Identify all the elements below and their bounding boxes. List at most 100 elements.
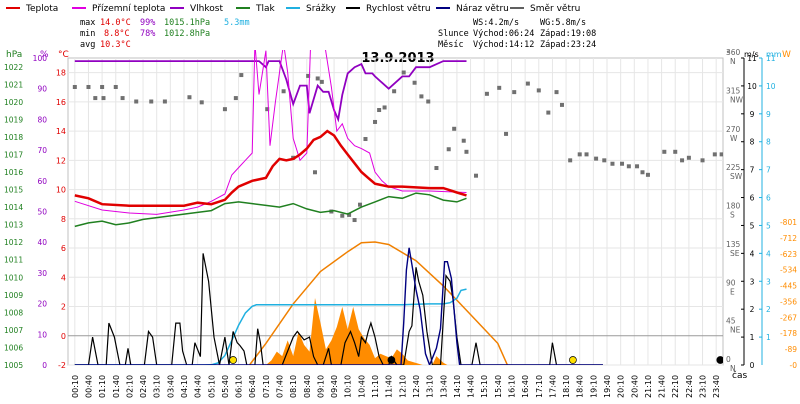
series-vlhkost [74, 60, 467, 123]
w-tick-label: -623 [780, 250, 797, 259]
x-tick-label: 13:40 [439, 375, 448, 398]
direction-label: W [730, 134, 738, 143]
series [72, 50, 723, 365]
x-tick-label: 09:40 [330, 375, 339, 398]
hpa-tick-label: 1019 [4, 115, 23, 124]
ms-tick-label: 10 [747, 82, 757, 91]
wind-direction-point [546, 110, 551, 115]
legend: Teplota Přízemní teplota Vlhkost Tlak Sr… [6, 4, 580, 14]
stat-min-hum: 78% [140, 29, 155, 39]
legend-label: Tlak [255, 4, 276, 14]
pct-tick-label: 60 [37, 177, 47, 186]
series-teplota [74, 129, 467, 207]
wind-direction-point [584, 152, 589, 157]
wind-direction-point [373, 119, 378, 124]
hpa-tick-label: 1010 [4, 273, 23, 282]
degree-tick-label: 270 [726, 125, 741, 134]
hpa-tick-label: 1012 [4, 238, 23, 247]
legend-label: Přízemní teplota [92, 4, 165, 14]
stat-min-press: 1012.8hPa [164, 29, 210, 39]
wind-direction-point [504, 131, 509, 136]
x-tick-label: 11:10 [371, 375, 380, 398]
stat-max-press: 1015.1hPa [164, 18, 210, 28]
celsius-tick-label: 12 [56, 156, 66, 165]
pct-tick-label: 30 [37, 269, 47, 278]
pct-tick-label: 90 [37, 85, 47, 94]
x-tick-label: 18:10 [562, 375, 571, 398]
celsius-tick-label: 16 [56, 98, 66, 107]
x-tick-label: 14:40 [467, 375, 476, 398]
mm-tick-label: 6 [766, 194, 771, 203]
wind-direction-point [626, 164, 631, 169]
axis-unit-celsius: °C [58, 50, 69, 60]
wind-direction-point [620, 161, 625, 166]
series-prizemni-teplota [74, 50, 467, 215]
pct-tick-label: 50 [37, 208, 47, 217]
hpa-tick-label: 1016 [4, 168, 23, 177]
wind-speed-summary: WS:4.2m/s [473, 18, 519, 28]
celsius-tick-label: 18 [56, 69, 66, 78]
ms-tick-label: 6 [750, 194, 755, 203]
x-tick-label: 01:40 [112, 375, 121, 398]
w-tick-label: -445 [780, 282, 797, 291]
wind-direction-point [312, 170, 317, 175]
wind-gust-summary: WG:5.8m/s [540, 18, 586, 28]
wind-direction-point [222, 107, 227, 112]
wind-direction-point [86, 84, 91, 89]
wind-direction-point [635, 164, 640, 169]
pct-tick-label: 80 [37, 115, 47, 124]
stat-max-temp: 14.0°C [100, 18, 131, 28]
legend-label: Směr větru [530, 4, 580, 14]
x-tick-label: 00:10 [71, 375, 80, 398]
mm-tick-label: 8 [766, 138, 771, 147]
x-tick-label: 18:40 [576, 375, 585, 398]
x-tick-label: 02:10 [125, 375, 134, 398]
w-tick-label: -356 [780, 297, 797, 306]
celsius-tick-label: 8 [61, 215, 66, 224]
sun-label: Slunce [438, 29, 469, 39]
legend-label: Vlhkost [190, 4, 223, 14]
w-tick-label: -534 [780, 266, 797, 275]
pct-tick-label: 0 [42, 361, 47, 370]
x-tick-label: 14:10 [453, 375, 462, 398]
wind-direction-point [577, 152, 582, 157]
wind-direction-point [134, 99, 139, 104]
x-axis-unit: čas [732, 370, 747, 381]
celsius-tick-label: -2 [58, 361, 66, 370]
x-tick-label: 05:10 [207, 375, 216, 398]
x-tick-label: 03:10 [153, 375, 162, 398]
legend-item-prizemni-teplota: Přízemní teplota [72, 4, 165, 14]
x-tick-label: 20:10 [617, 375, 626, 398]
axis-unit-degrees: ° [726, 50, 731, 60]
direction-label: E [730, 287, 735, 296]
wind-direction-point [426, 99, 431, 104]
x-tick-label: 19:10 [589, 375, 598, 398]
wind-direction-point [306, 73, 311, 78]
pct-tick-label: 10 [37, 330, 47, 339]
stat-min-label: min [80, 29, 95, 39]
ms-tick-label: 4 [750, 249, 755, 258]
series-rychlost-vetru [74, 253, 603, 365]
series-tlak [74, 192, 467, 228]
mm-tick-label: 11 [766, 54, 776, 63]
pct-tick-label: 20 [37, 300, 47, 309]
degree-tick-label: 180 [726, 202, 741, 211]
x-tick-label: 03:40 [166, 375, 175, 398]
wind-direction-point [162, 99, 167, 104]
w-tick-label: -0 [790, 361, 798, 370]
direction-label: NW [730, 95, 744, 104]
stat-avg-temp: 10.3°C [100, 40, 131, 50]
wind-direction-point [419, 94, 424, 99]
x-tick-label: 12:40 [412, 375, 421, 398]
wind-direction-point [662, 149, 667, 154]
x-tick-label: 21:40 [658, 375, 667, 398]
moon-rise: Východ:14:12 [473, 40, 534, 50]
axis-unit-hpa: hPa [6, 50, 22, 60]
wind-direction-point [72, 84, 77, 89]
x-tick-label: 02:40 [139, 375, 148, 398]
x-tick-label: 09:10 [316, 375, 325, 398]
hpa-tick-label: 1005 [4, 361, 23, 370]
series-solar [248, 241, 509, 365]
